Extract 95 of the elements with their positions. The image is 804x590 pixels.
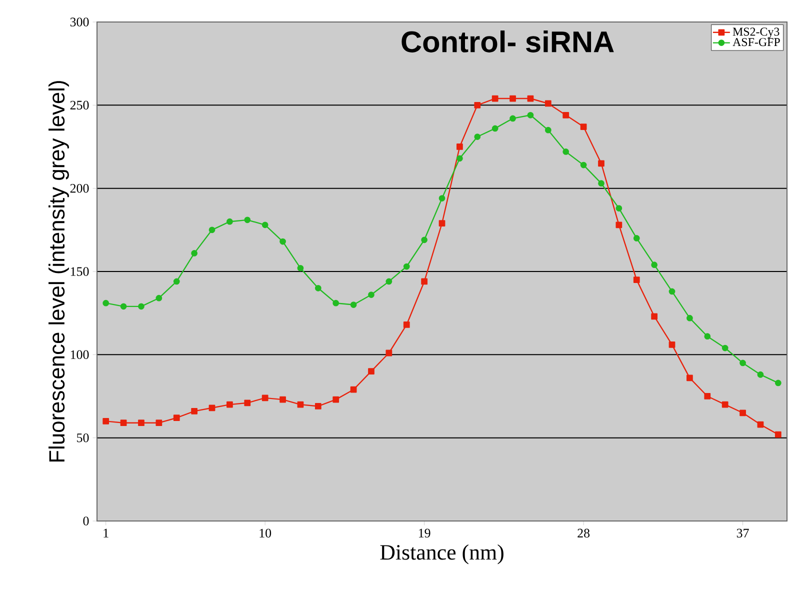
point [368, 368, 374, 374]
point [297, 401, 304, 408]
point [438, 195, 446, 202]
point [403, 263, 410, 270]
y-axis-title: Fluorescence level (intensity grey level) [48, 81, 69, 462]
point [633, 235, 640, 242]
point [368, 292, 374, 298]
point [492, 125, 498, 132]
point [280, 238, 286, 245]
point [191, 250, 198, 256]
point [562, 148, 570, 155]
point [226, 401, 233, 408]
x-tick-label: 37 [736, 528, 749, 538]
point [651, 262, 658, 268]
point [668, 288, 676, 295]
point [686, 374, 693, 382]
point [510, 115, 516, 122]
point [616, 222, 622, 228]
point [740, 360, 746, 366]
point [510, 95, 516, 102]
point [704, 333, 711, 340]
point [350, 302, 357, 308]
point [120, 420, 127, 426]
point [386, 350, 392, 356]
y-tick-label: 300 [70, 18, 89, 26]
y-tick-label: 100 [70, 350, 89, 360]
y-tick-label: 150 [70, 267, 89, 276]
point [527, 112, 534, 118]
point [208, 404, 216, 412]
point [616, 205, 622, 212]
y-tick-label: 0 [83, 516, 89, 526]
point [757, 421, 764, 428]
point [686, 314, 693, 322]
point [774, 431, 782, 438]
point [580, 162, 587, 168]
y-tick-label: 200 [70, 184, 89, 193]
point [314, 284, 322, 292]
point [120, 303, 127, 310]
point [262, 222, 268, 228]
point [403, 322, 410, 328]
point [740, 410, 746, 416]
point [280, 396, 286, 403]
point [138, 420, 144, 426]
x-tick-label: 28 [578, 528, 590, 538]
point [386, 278, 392, 285]
point [332, 396, 340, 403]
point [598, 160, 604, 167]
point [191, 408, 198, 414]
point [421, 236, 428, 244]
x-tick-label: 10 [260, 528, 272, 538]
point [456, 155, 463, 162]
point [757, 371, 764, 378]
y-tick-label: 250 [70, 100, 89, 110]
y-tick-label: 50 [77, 433, 89, 442]
point [598, 180, 604, 187]
point [332, 300, 340, 306]
point [156, 294, 162, 302]
point [297, 264, 304, 272]
point [668, 341, 676, 348]
point [102, 300, 110, 306]
point [474, 102, 481, 108]
point [244, 216, 251, 224]
x-axis-title: Distance (nm) [380, 544, 504, 564]
point [173, 414, 180, 422]
point [438, 220, 446, 226]
point [156, 420, 162, 426]
point [421, 278, 428, 285]
point [704, 393, 711, 400]
point [633, 276, 640, 283]
point [474, 134, 481, 140]
legend-label: MS2-Cy3 [732, 28, 780, 38]
chart-title: Control- siRNA [402, 30, 614, 52]
point [562, 112, 570, 118]
point [314, 403, 322, 410]
point [544, 126, 552, 134]
point [262, 394, 268, 402]
point [226, 218, 233, 225]
point [722, 344, 728, 352]
point [774, 380, 782, 386]
point [492, 95, 498, 102]
point [244, 400, 251, 406]
point [208, 226, 216, 234]
point [102, 418, 110, 424]
point [580, 124, 587, 130]
point [138, 303, 144, 310]
x-tick-label: 1 [104, 528, 108, 538]
point [173, 278, 180, 285]
point [350, 386, 357, 393]
point [722, 401, 728, 408]
point [651, 313, 658, 320]
legend-label: ASF-GFP [732, 38, 780, 46]
point [456, 144, 463, 150]
point [527, 95, 534, 102]
point [544, 100, 552, 107]
x-tick-label: 19 [418, 528, 430, 538]
